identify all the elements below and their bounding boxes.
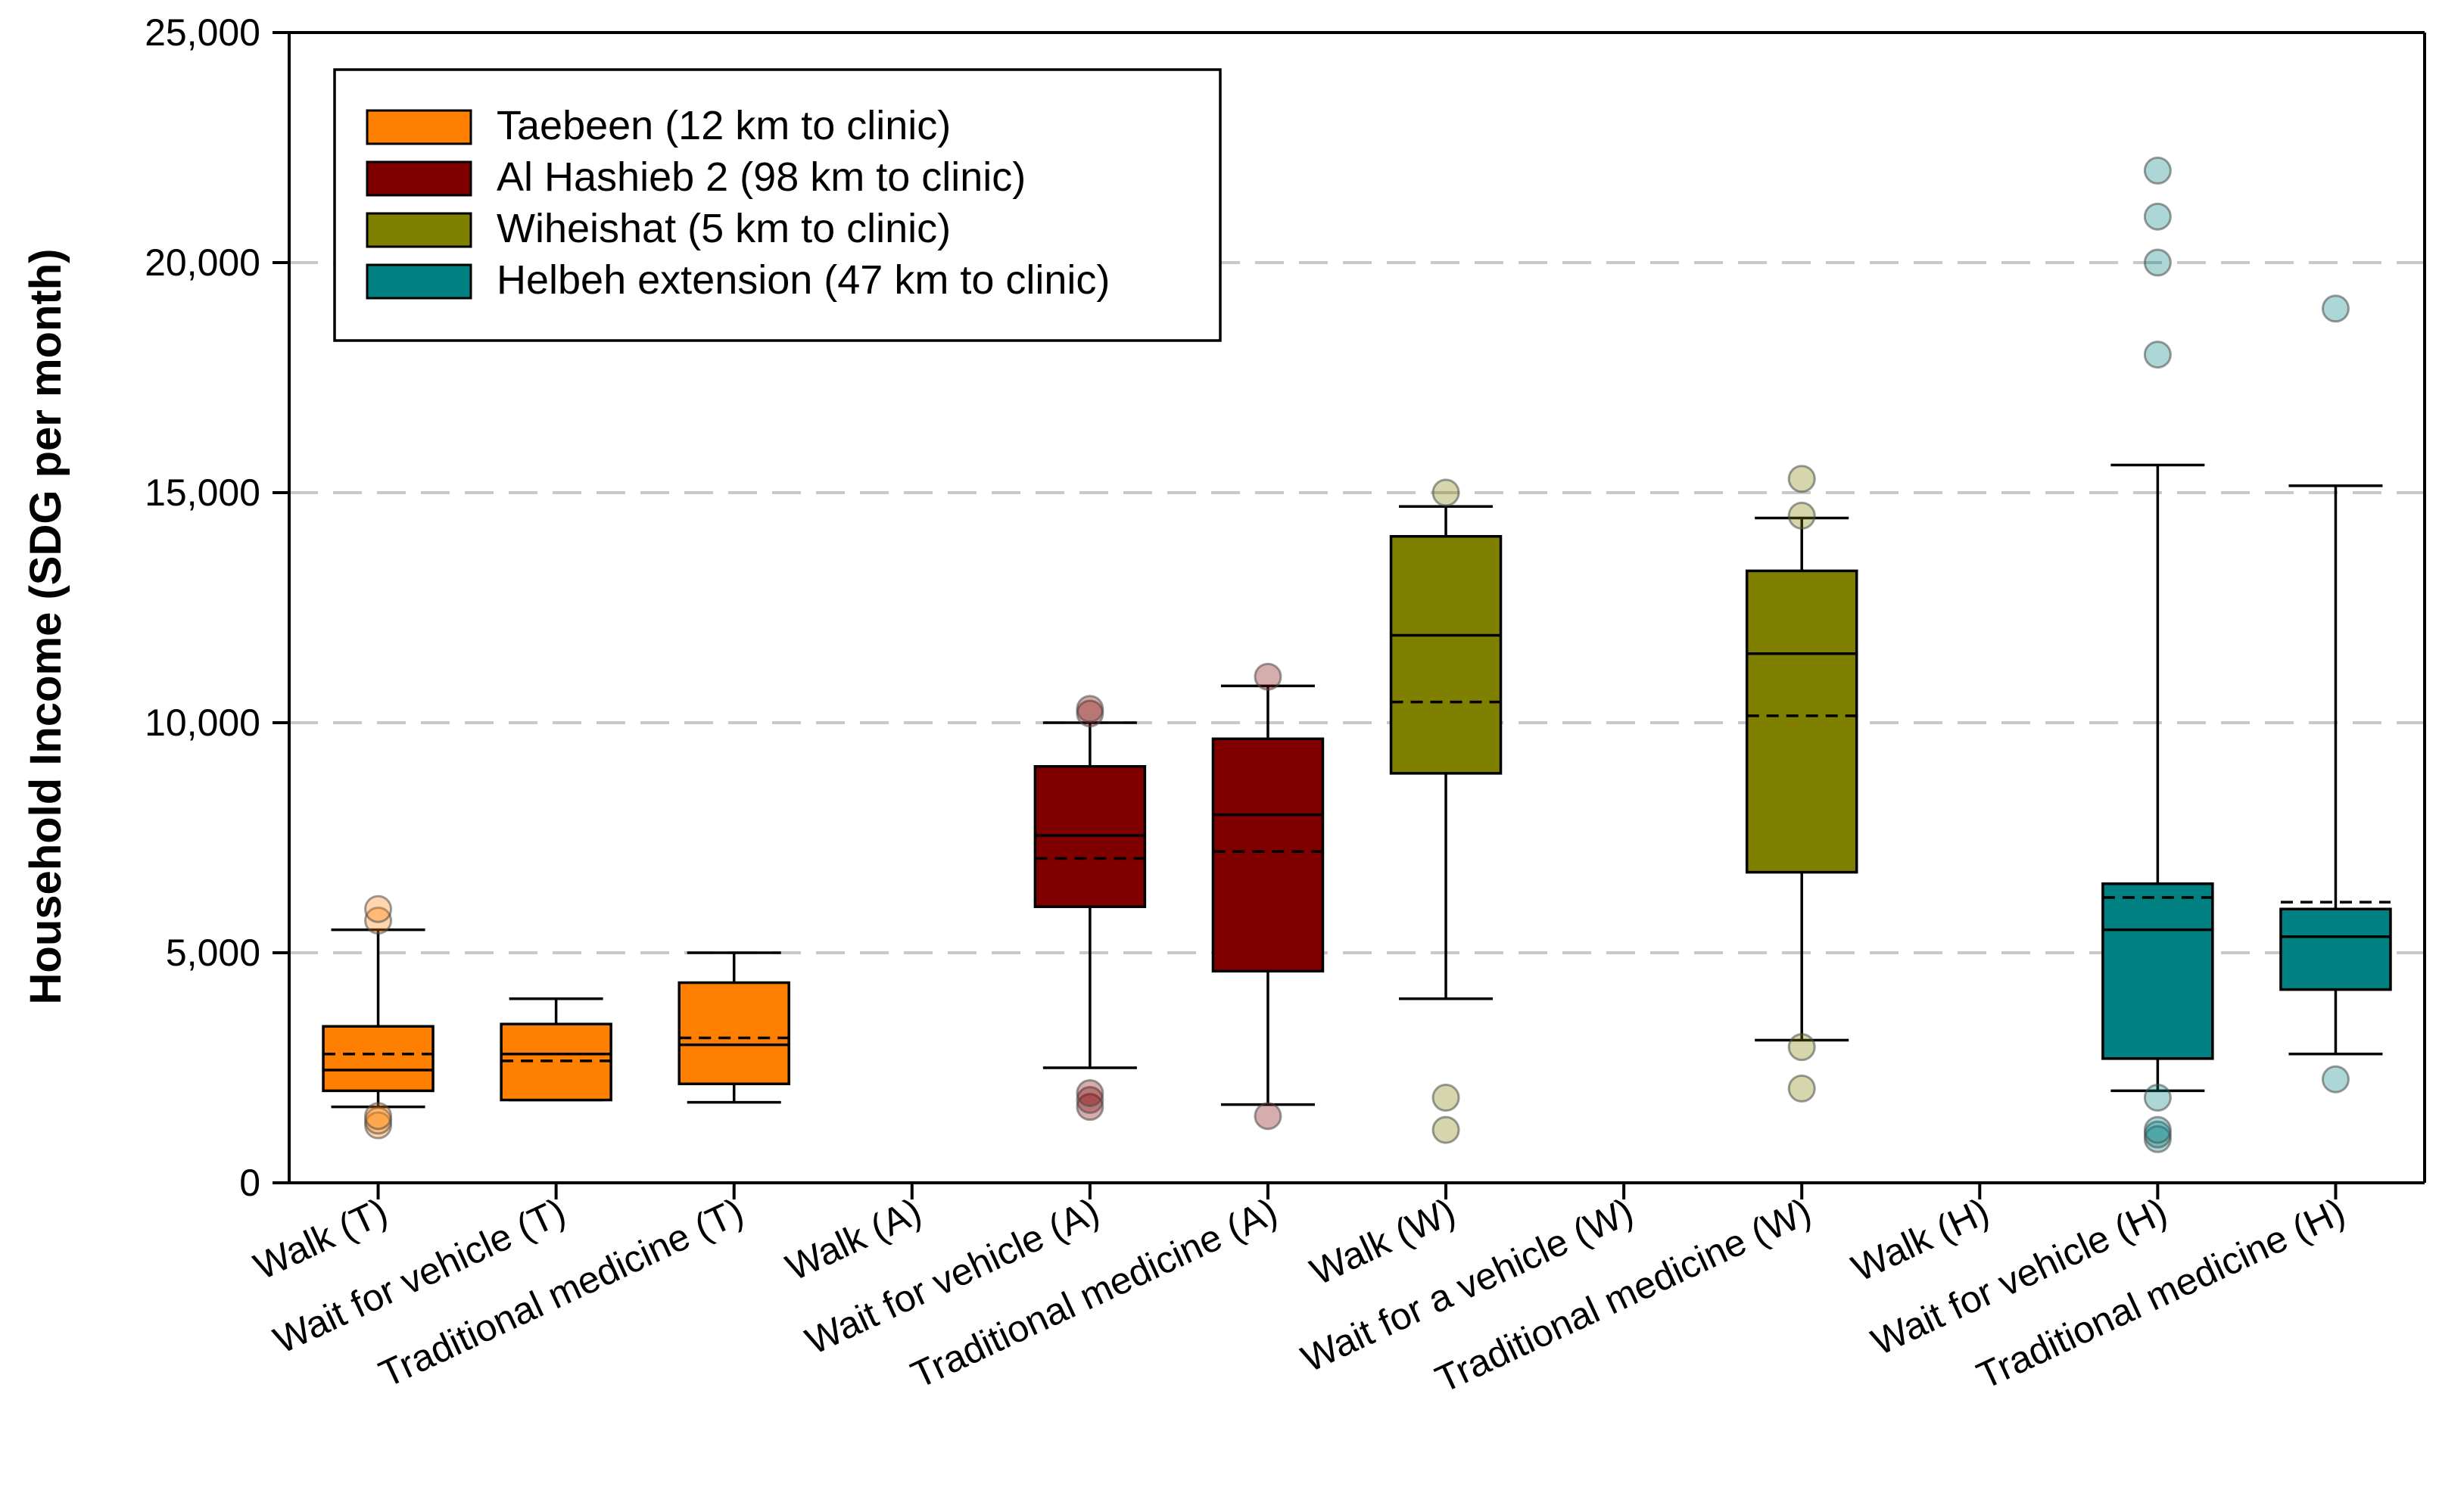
box-12 (2279, 294, 2392, 1094)
outlier-point (1431, 1115, 1460, 1144)
legend-entry: Helbeh extension (47 km to clinic) (497, 257, 1110, 303)
box-11 (2101, 156, 2214, 1153)
box-body (1389, 535, 1503, 775)
box-5 (1033, 695, 1147, 1122)
y-axis-title: Household Income (SDG per month) (21, 249, 70, 1005)
box-body (1745, 569, 1858, 874)
outlier-point (1254, 662, 1282, 691)
box-9 (1745, 465, 1858, 1103)
outlier-point (2143, 341, 2172, 369)
y-tick-label: 10,000 (145, 702, 260, 744)
legend-swatch (366, 160, 472, 197)
outlier-point (364, 894, 393, 923)
legend-entry: Wiheishat (5 km to clinic) (497, 206, 951, 251)
legend-swatch (366, 263, 472, 300)
grid-lines (289, 261, 2425, 954)
outlier-point (1787, 465, 1816, 493)
box-body (2279, 907, 2392, 991)
box-7 (1389, 478, 1503, 1144)
outlier-point (1076, 695, 1104, 723)
outlier-point (1431, 478, 1460, 507)
legend: Taebeen (12 km to clinic) Al Hashieb 2 (9… (333, 68, 1222, 342)
box-2 (500, 997, 612, 1102)
y-tick-label: 15,000 (145, 471, 260, 514)
outlier-point (1431, 1084, 1460, 1112)
legend-swatch (366, 109, 472, 145)
outlier-point (1076, 1078, 1104, 1107)
legend-entry: Al Hashieb 2 (98 km to clinic) (497, 154, 1026, 200)
outlier-point (1787, 1074, 1816, 1103)
legend-swatch (366, 212, 472, 248)
outlier-point (2321, 1065, 2350, 1094)
box-series (322, 156, 2392, 1153)
outlier-point (2143, 202, 2172, 231)
outlier-point (2143, 248, 2172, 277)
outlier-point (1787, 501, 1816, 530)
outlier-point (2143, 1084, 2172, 1112)
box-body (678, 981, 790, 1086)
legend-entry: Taebeen (12 km to clinic) (497, 103, 951, 148)
box-3 (678, 951, 790, 1104)
outlier-point (2143, 156, 2172, 185)
outlier-point (2321, 294, 2350, 323)
box-body (1211, 737, 1325, 973)
box-body (322, 1025, 435, 1093)
outlier-point (364, 906, 393, 935)
outlier-point (1076, 1086, 1104, 1115)
x-tick-label: Walk (T) (248, 1190, 394, 1288)
box-1 (322, 894, 435, 1140)
y-tick-label: 5,000 (166, 932, 260, 974)
outlier-point (1787, 1033, 1816, 1062)
outlier-point (1254, 1102, 1282, 1131)
box-body (2101, 882, 2214, 1060)
outlier-point (2143, 1115, 2172, 1144)
legend-box (333, 68, 1222, 342)
y-tick-label: 25,000 (145, 11, 260, 54)
box-body (500, 1022, 612, 1102)
y-tick-label: 0 (239, 1162, 260, 1204)
y-tick-label: 20,000 (145, 241, 260, 284)
outlier-point (364, 1102, 393, 1131)
box-6 (1211, 662, 1325, 1131)
